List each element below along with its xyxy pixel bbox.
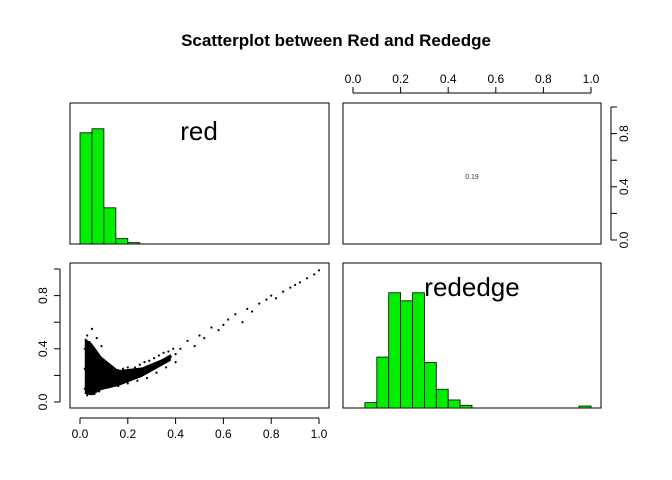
red-hist-bar	[79, 132, 93, 245]
scatter-point	[126, 366, 129, 369]
rededge-hist-bar	[412, 292, 425, 409]
scatter-point	[265, 298, 268, 301]
left-axis-tick-label: 0.4	[36, 340, 50, 357]
scatter-point	[313, 273, 316, 276]
scatter-point	[227, 318, 230, 321]
scatter-point	[172, 347, 175, 350]
red-hist-bar	[115, 238, 129, 245]
axes: 0.0 0.2 0.4 0.6 0.8 1.0 0.0 0.4 0.8 0.0 0.2 0.4 0.6 0…	[36, 72, 631, 441]
scatter-point	[289, 286, 292, 289]
right-axis-tick-label: 0.8	[617, 125, 631, 142]
chart-title: Scatterplot between Red and Rededge	[181, 31, 491, 50]
red-hist-bar	[91, 128, 105, 245]
scatter-point	[164, 366, 168, 369]
red-hist-bar	[127, 242, 141, 245]
rededge-hist-bar	[376, 356, 390, 409]
rededge-hist-bar	[400, 300, 413, 409]
rededge-hist-bar	[447, 399, 461, 409]
bottom-axis-tick-label: 0.8	[263, 427, 280, 441]
panel-correlation	[342, 102, 602, 245]
scatter-point	[136, 379, 139, 382]
rededge-hist-bar	[423, 362, 437, 409]
bottom-axis-tick-label: 0.6	[215, 427, 232, 441]
scatter-point	[167, 350, 170, 353]
scatter-point	[250, 310, 254, 313]
top-axis-tick-label: 0.8	[535, 72, 552, 86]
scatter-point	[305, 277, 309, 280]
red-histogram-bars	[79, 128, 141, 245]
top-axis-tick-label: 0.2	[392, 72, 409, 86]
panel-red-histogram	[69, 102, 330, 245]
scatter-point	[121, 367, 125, 370]
scatter-point	[133, 366, 137, 369]
scatter-point	[100, 345, 103, 348]
scatter-point	[222, 323, 225, 326]
scatter-point	[152, 357, 156, 360]
scatter-point	[86, 394, 89, 397]
variable-label-rededge: rededge	[424, 272, 519, 302]
scatter-point	[198, 334, 201, 337]
scatter-point	[241, 321, 244, 324]
scatter-point	[203, 337, 206, 340]
right-axis-tick-label: 0.4	[617, 178, 631, 195]
rededge-hist-bar	[459, 404, 473, 409]
scatter-point	[234, 313, 237, 316]
rededge-histogram-bars	[364, 292, 592, 409]
scatter-point	[258, 302, 261, 305]
scatter-point	[145, 376, 149, 380]
red-hist-bar	[103, 207, 117, 245]
scatter-point	[162, 351, 165, 354]
scatter-dense-cloud	[84, 338, 171, 396]
scatter-point	[126, 382, 129, 385]
scatter-point	[148, 359, 151, 362]
scatter-points	[83, 269, 321, 397]
scatter-point	[157, 354, 160, 357]
scatter-point	[186, 339, 189, 342]
scatter-point	[138, 363, 141, 366]
top-axis-tick-label: 0.4	[440, 72, 457, 86]
rededge-hist-bar	[388, 292, 402, 409]
scatter-point	[174, 353, 177, 356]
right-axis-tick-label: 0.0	[617, 231, 631, 248]
rededge-hist-bar	[364, 402, 378, 409]
scatter-point	[155, 371, 158, 374]
scatter-point	[294, 283, 297, 287]
rededge-hist-bar	[578, 405, 592, 409]
scatter-point	[90, 327, 94, 330]
correlation-value: 0.19	[465, 174, 479, 181]
bottom-axis-tick-label: 1.0	[311, 427, 328, 441]
panel-scatter	[69, 262, 330, 409]
scatter-point	[270, 294, 273, 297]
scatter-point	[217, 329, 220, 332]
scatter-point	[143, 361, 146, 364]
scatter-point	[179, 347, 182, 350]
bottom-axis-tick-label: 0.0	[72, 427, 89, 441]
scatter-point	[274, 297, 278, 300]
scatter-point	[317, 269, 321, 272]
left-axis-tick-label: 0.8	[36, 287, 50, 304]
scatter-point	[95, 337, 98, 340]
left-axis-tick-label: 0.0	[36, 393, 50, 410]
bottom-axis-tick-label: 0.4	[167, 427, 184, 441]
top-axis-tick-label: 1.0	[583, 72, 600, 86]
scatter-point	[246, 307, 249, 310]
top-axis-tick-label: 0.6	[487, 72, 504, 86]
scatter-point	[86, 334, 89, 337]
bottom-axis-tick-label: 0.2	[119, 427, 136, 441]
top-axis-tick-label: 0.0	[345, 72, 362, 86]
scatter-point	[298, 281, 301, 284]
scatter-point	[282, 290, 285, 293]
scatter-point	[210, 326, 213, 329]
variable-label-red: red	[180, 116, 218, 146]
rededge-hist-bar	[435, 388, 449, 409]
scatter-point	[174, 361, 177, 364]
scatter-point	[193, 345, 196, 348]
